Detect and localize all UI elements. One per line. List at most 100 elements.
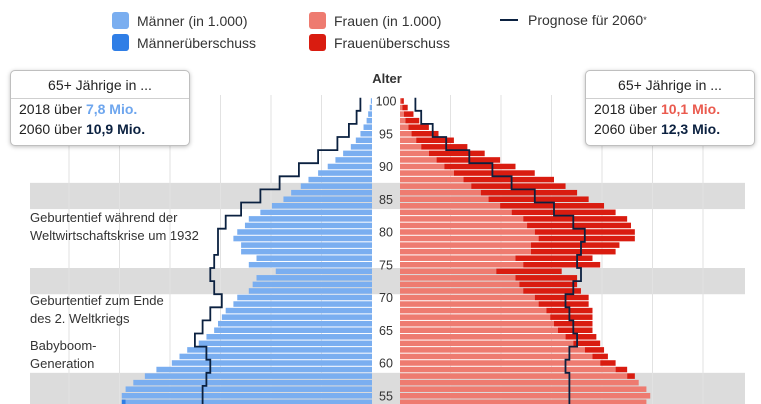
women-bar-65 xyxy=(400,327,558,334)
women-surplus-bar-82 xyxy=(523,216,628,222)
women-surplus-bar-81 xyxy=(527,222,631,229)
legend-men-surplus-label: Männerüberschuss xyxy=(137,34,257,51)
men-bar-82 xyxy=(248,216,372,222)
women-card-row-2018: 2018 über 10,1 Mio. xyxy=(586,99,754,119)
men-card-title: 65+ Jährige in ... xyxy=(11,71,189,99)
men-swatch xyxy=(112,12,129,29)
legend-women: Frauen (in 1.000) xyxy=(309,12,441,29)
men-bar-64 xyxy=(206,334,372,340)
women-bar-77 xyxy=(400,248,531,255)
women-surplus-bar-74 xyxy=(496,268,562,275)
women-card-row-2018-prefix: 2018 über xyxy=(594,101,661,117)
women-bar-83 xyxy=(400,209,512,216)
men-bar-56 xyxy=(125,386,372,392)
men-bar-92 xyxy=(343,150,372,157)
men-card-row-2060-value: 10,9 Mio. xyxy=(85,121,146,137)
women-bar-59 xyxy=(400,366,616,373)
men-bar-78 xyxy=(241,242,372,248)
women-surplus-bar-92 xyxy=(428,150,485,157)
men-bar-90 xyxy=(327,163,372,170)
women-surplus-bar-93 xyxy=(421,144,468,150)
women-surplus-bar-86 xyxy=(480,189,578,196)
men-bar-54 xyxy=(125,399,372,404)
men-bar-65 xyxy=(214,327,372,334)
annotation-1-line-1: Geburtentief während der xyxy=(30,210,178,225)
men-bar-60 xyxy=(171,360,372,366)
women-surplus-bar-89 xyxy=(453,170,535,176)
women-surplus-bar-72 xyxy=(519,281,578,288)
men-bar-74 xyxy=(275,268,372,275)
men-card-row-2018-prefix: 2018 über xyxy=(19,101,86,117)
women-surplus-bar-69 xyxy=(538,301,589,307)
annotation-wwii-birth-low: Geburtentief zum Ende des 2. Weltkriegs xyxy=(30,292,164,328)
men-bar-70 xyxy=(237,294,372,301)
women-bar-57 xyxy=(400,379,639,386)
men-bar-68 xyxy=(225,307,372,314)
men-bar-91 xyxy=(335,157,372,163)
men-bar-67 xyxy=(221,314,372,320)
women-surplus-bar-85 xyxy=(488,196,589,203)
men-surplus-swatch xyxy=(112,34,129,51)
age-tick-70: 70 xyxy=(379,291,393,305)
women-bar-94 xyxy=(400,137,417,144)
men-bar-72 xyxy=(252,281,372,288)
women-surplus-bar-90 xyxy=(444,163,516,170)
women-bar-100 xyxy=(400,98,402,104)
forecast-swatch xyxy=(500,19,518,21)
forecast-lines xyxy=(194,97,586,404)
men-bar-66 xyxy=(218,320,372,327)
women-card-row-2060-value: 12,3 Mio. xyxy=(660,121,721,137)
highlight-band-0 xyxy=(30,182,745,210)
age-axis-title: Alter xyxy=(372,71,402,86)
men-bar-89 xyxy=(318,170,372,176)
men-bar-62 xyxy=(187,347,372,353)
men-bar-76 xyxy=(256,255,372,261)
women-surplus-bar-97 xyxy=(405,117,420,124)
men-bar-95 xyxy=(360,130,372,137)
legend-men: Männer (in 1.000) xyxy=(112,12,248,29)
women-bar-68 xyxy=(400,307,547,314)
women-bar-61 xyxy=(400,353,593,360)
women-bar-80 xyxy=(400,229,535,235)
age-tick-100: 100 xyxy=(376,95,397,109)
women-bar-72 xyxy=(400,281,520,288)
women-surplus-bar-75 xyxy=(523,261,601,268)
highlight-band-1 xyxy=(30,268,745,295)
women-card-row-2060-prefix: 2060 über xyxy=(594,121,661,137)
age-tick-85: 85 xyxy=(379,193,393,207)
women-surplus-bar-79 xyxy=(538,235,635,242)
women-bar-82 xyxy=(400,216,524,222)
women-bar-91 xyxy=(400,157,437,163)
women-65plus-card: 65+ Jährige in ... 2018 über 10,1 Mio. 2… xyxy=(585,70,755,146)
women-surplus-bar-59 xyxy=(615,366,628,373)
annotation-2-line-2: des 2. Weltkriegs xyxy=(30,311,130,326)
women-bar-97 xyxy=(400,117,406,124)
women-card-row-2060: 2060 über 12,3 Mio. xyxy=(586,119,754,139)
women-surplus-bar-88 xyxy=(463,176,554,183)
annotation-2-line-1: Geburtentief zum Ende xyxy=(30,293,164,308)
women-surplus-bar-58 xyxy=(627,373,635,379)
women-bar-87 xyxy=(400,183,472,189)
men-bar-94 xyxy=(355,137,372,144)
men-bar-84 xyxy=(271,203,372,209)
women-surplus-bar-91 xyxy=(436,157,501,163)
women-swatch xyxy=(309,12,326,29)
women-surplus-bar-94 xyxy=(416,137,454,144)
men-bar-80 xyxy=(237,229,372,235)
women-bar-62 xyxy=(400,347,585,353)
women-bar-64 xyxy=(400,334,566,340)
women-surplus-bar-98 xyxy=(403,111,414,117)
women-surplus-bar-95 xyxy=(411,130,439,137)
women-surplus-bar-77 xyxy=(530,248,616,255)
annotation-depression-birth-low: Geburtentief während der Weltwirtschafts… xyxy=(30,209,199,245)
women-surplus-bar-63 xyxy=(573,340,601,347)
women-surplus-bar-96 xyxy=(408,124,429,130)
women-bar-74 xyxy=(400,268,497,275)
women-bar-75 xyxy=(400,261,524,268)
women-bar-67 xyxy=(400,314,551,320)
annotation-3-line-1: Babyboom- xyxy=(30,338,97,353)
legend-women-surplus-label: Frauenüberschuss xyxy=(334,34,450,51)
annotation-1-line-2: Weltwirtschaftskrise um 1932 xyxy=(30,228,199,243)
men-card-row-2018-value: 7,8 Mio. xyxy=(85,101,138,117)
women-bar-60 xyxy=(400,360,601,366)
